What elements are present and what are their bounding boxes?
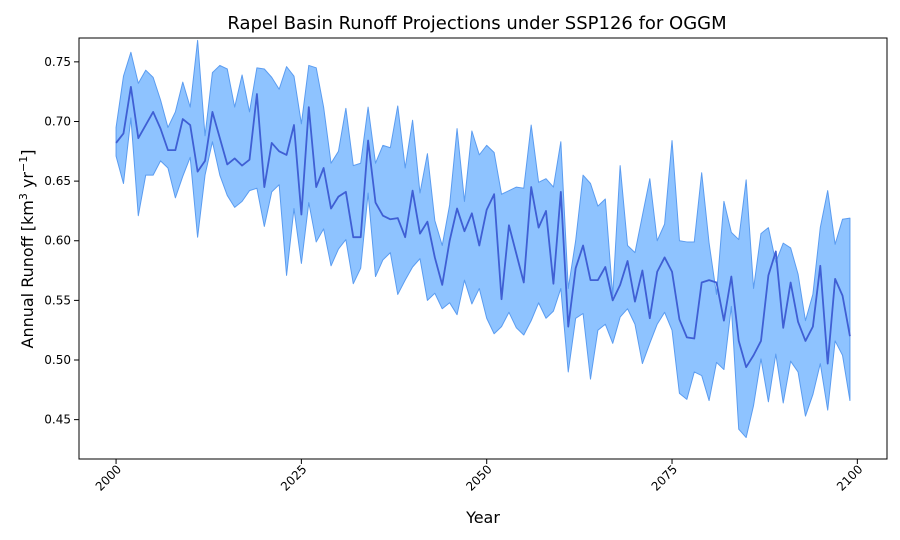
plot-area xyxy=(115,39,851,439)
x-tick-label: 2025 xyxy=(278,462,309,493)
y-axis-label-suffix: ] xyxy=(18,150,37,156)
x-axis: 2000 2025 2050 2075 2100 xyxy=(93,459,865,494)
y-tick-label: 0.75 xyxy=(44,55,71,69)
y-axis-label-sup2: −1 xyxy=(17,156,30,172)
y-tick-label: 0.70 xyxy=(44,114,71,128)
y-tick-label: 0.65 xyxy=(44,174,71,188)
y-axis-label-sup1: 3 xyxy=(17,193,30,200)
y-tick-label: 0.60 xyxy=(44,234,71,248)
uncertainty-band xyxy=(115,39,851,439)
mean-runoff-line xyxy=(115,86,851,369)
x-axis-label: Year xyxy=(465,508,500,527)
x-tick-label: 2050 xyxy=(463,462,494,493)
y-tick-label: 0.55 xyxy=(44,293,71,307)
y-axis-label-middle: yr xyxy=(18,172,37,194)
y-axis: 0.45 0.50 0.55 0.60 0.65 0.70 0.75 xyxy=(44,55,79,427)
y-tick-label: 0.45 xyxy=(44,413,71,427)
plot-frame xyxy=(78,37,888,460)
x-tick-label: 2075 xyxy=(649,462,680,493)
y-tick-label: 0.50 xyxy=(44,353,71,367)
chart-title: Rapel Basin Runoff Projections under SSP… xyxy=(227,13,726,34)
x-tick-label: 2000 xyxy=(93,462,124,493)
y-axis-label: Annual Runoff [km3 yr−1] xyxy=(17,150,38,349)
x-tick-label: 2100 xyxy=(834,462,865,493)
y-axis-label-prefix: Annual Runoff [km xyxy=(18,200,37,348)
